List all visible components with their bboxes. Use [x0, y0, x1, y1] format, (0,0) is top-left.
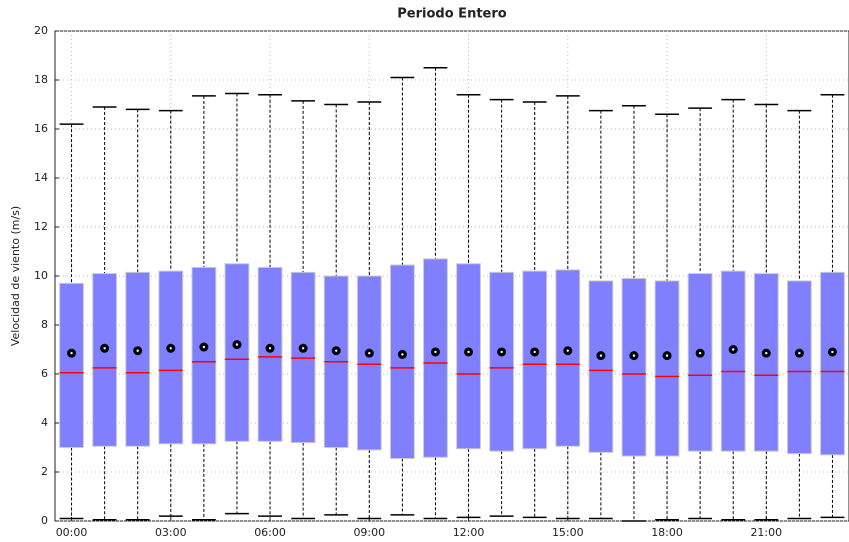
y-tick-label: 0 [41, 514, 48, 527]
mean-center [533, 350, 536, 354]
box [522, 270, 548, 450]
mean-center [500, 350, 503, 354]
mean-center [566, 349, 569, 352]
x-tick-label: 00:00 [56, 526, 88, 539]
y-tick-label: 16 [34, 122, 48, 135]
mean-center [732, 348, 735, 351]
mean-center [103, 347, 106, 350]
box [720, 270, 746, 452]
box [820, 271, 845, 456]
y-tick-label: 6 [41, 367, 48, 380]
box [588, 280, 614, 453]
box [92, 273, 118, 447]
box [224, 263, 250, 442]
mean-center [831, 350, 834, 354]
mean-center [301, 347, 305, 350]
x-tick-label: 03:00 [155, 526, 187, 539]
mean-center [632, 354, 636, 357]
x-tick-label: 15:00 [552, 526, 584, 539]
x-tick-label: 06:00 [254, 526, 286, 539]
x-tick-label: 09:00 [353, 526, 385, 539]
box [687, 273, 713, 452]
mean-center [335, 349, 338, 352]
box [389, 264, 415, 460]
x-tick-label: 21:00 [750, 526, 782, 539]
mean-center [798, 351, 801, 355]
box [753, 273, 779, 452]
y-tick-label: 8 [41, 318, 48, 331]
box [423, 258, 448, 458]
box [158, 270, 184, 445]
box [786, 280, 812, 455]
box [654, 280, 680, 457]
mean-center [70, 351, 73, 355]
box [555, 269, 581, 447]
y-axis-label: Velocidad de viento (m/s) [9, 206, 22, 346]
mean-center [765, 351, 768, 355]
mean-center [202, 345, 206, 349]
mean-center [169, 347, 172, 350]
x-tick-label: 12:00 [453, 526, 485, 539]
box [125, 271, 151, 447]
y-tick-label: 18 [34, 73, 48, 86]
mean-center [368, 351, 371, 355]
y-tick-label: 14 [34, 171, 48, 184]
mean-center [467, 350, 470, 354]
y-tick-label: 2 [41, 465, 48, 478]
mean-center [665, 354, 669, 357]
box [257, 266, 283, 442]
mean-center [434, 350, 437, 354]
x-tick-label: 18:00 [651, 526, 683, 539]
mean-center [698, 351, 702, 355]
box [356, 275, 382, 451]
y-tick-label: 10 [34, 269, 48, 282]
y-tick-label: 4 [41, 416, 48, 429]
y-tick-label: 12 [34, 220, 48, 233]
mean-center [599, 354, 603, 357]
chart-title: Periodo Entero [397, 7, 506, 22]
mean-center [268, 347, 272, 350]
box [489, 271, 515, 452]
box [191, 266, 217, 445]
mean-center [235, 343, 239, 346]
mean-center [136, 349, 139, 352]
box [59, 282, 84, 448]
mean-center [401, 353, 404, 356]
box [621, 277, 647, 457]
y-tick-label: 20 [34, 24, 48, 37]
